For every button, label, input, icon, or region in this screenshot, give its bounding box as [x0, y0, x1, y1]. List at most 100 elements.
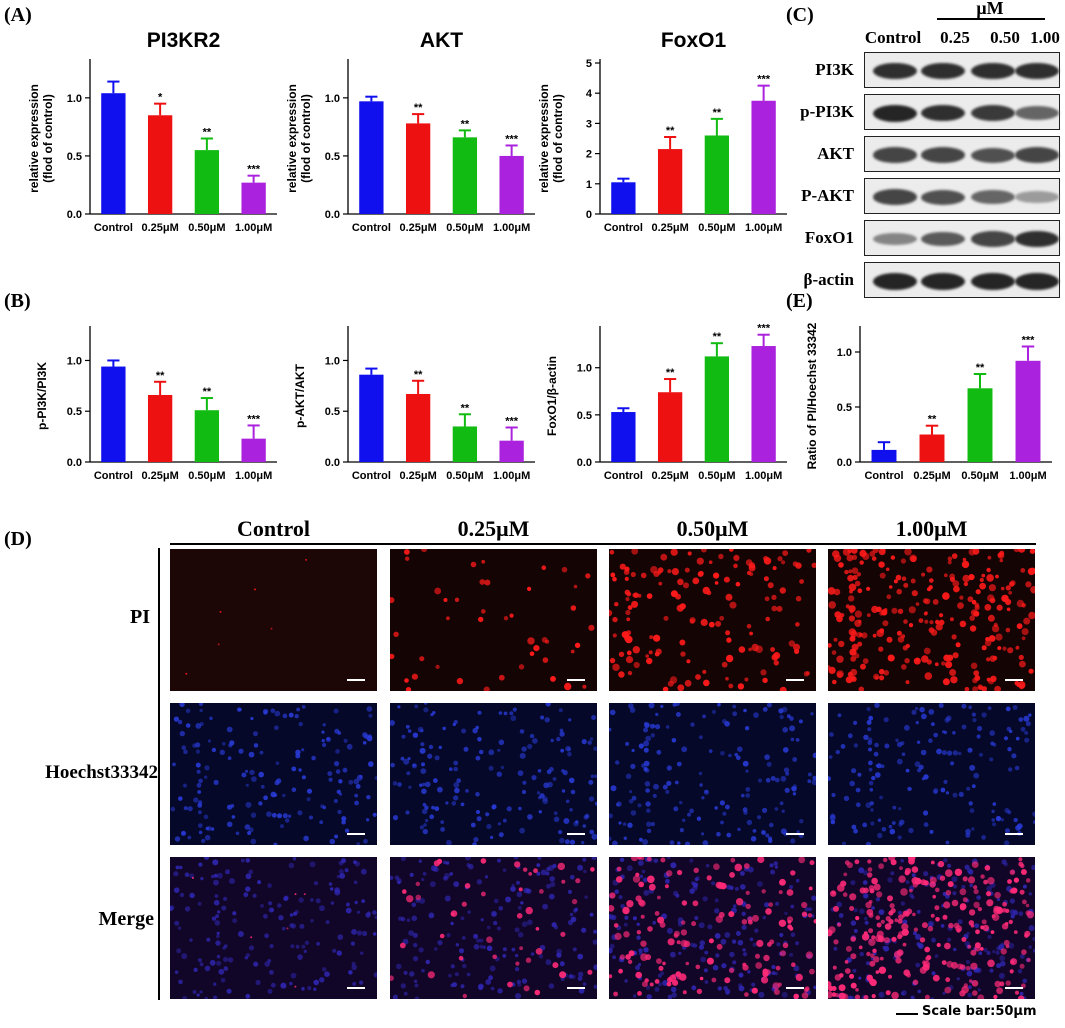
panel-label-d: (D): [4, 528, 32, 550]
nucleus-dot: [577, 976, 583, 981]
pi-dot: [618, 968, 623, 974]
nucleus-dot: [1028, 925, 1035, 932]
wb-band: [921, 231, 965, 247]
nucleus-dot: [453, 760, 459, 766]
nucleus-dot: [643, 747, 649, 753]
pi-dot: [718, 553, 724, 560]
nucleus-dot: [853, 929, 858, 933]
pi-dot: [624, 576, 629, 581]
nucleus-dot: [931, 937, 936, 943]
pi-dot: [756, 939, 764, 947]
pi-dot: [1025, 878, 1031, 883]
nucleus-dot: [519, 729, 525, 734]
nucleus-dot: [476, 879, 483, 885]
nucleus-dot: [941, 730, 946, 734]
nucleus-dot: [930, 997, 934, 999]
x-tick-label: 0.25μM: [651, 470, 688, 482]
nucleus-dot: [491, 805, 496, 810]
nucleus-dot: [715, 953, 720, 958]
nucleus-dot: [877, 818, 882, 822]
pi-dot: [761, 889, 766, 894]
pi-dot: [622, 906, 630, 915]
nucleus-dot: [475, 725, 479, 730]
nucleus-dot: [454, 787, 460, 794]
pi-dot: [801, 901, 808, 909]
nucleus-dot: [299, 923, 305, 929]
pi-dot: [973, 885, 978, 890]
pi-dot: [564, 682, 572, 691]
wb-band: [971, 190, 1015, 204]
nucleus-dot: [260, 904, 264, 908]
nucleus-dot: [484, 875, 489, 879]
pi-dot: [1022, 899, 1027, 905]
nucleus-dot: [652, 724, 656, 728]
pi-dot: [590, 867, 595, 872]
nucleus-dot: [828, 776, 831, 782]
pi-dot: [858, 686, 865, 691]
pi-dot: [965, 965, 971, 971]
nucleus-dot: [207, 739, 211, 743]
pi-dot: [972, 686, 978, 691]
nucleus-dot: [639, 874, 644, 879]
pi-dot: [771, 594, 777, 600]
nucleus-dot: [896, 758, 903, 765]
pi-dot: [788, 640, 795, 647]
pi-dot: [254, 588, 256, 591]
y-axis-label: Ratio of PI/Hoechst 33342: [805, 322, 819, 469]
nucleus-dot: [630, 763, 636, 769]
nucleus-dot: [204, 996, 208, 999]
pi-dot: [848, 569, 853, 574]
nucleus-dot: [336, 875, 340, 879]
nucleus-dot: [840, 744, 846, 749]
nucleus-dot: [518, 932, 524, 938]
nucleus-dot: [235, 831, 240, 836]
nucleus-dot: [899, 819, 905, 825]
nucleus-dot: [808, 907, 812, 912]
nucleus-dot: [505, 896, 512, 903]
pi-dot: [703, 679, 710, 687]
pi-dot: [984, 604, 992, 611]
pi-dot: [828, 991, 833, 999]
nucleus-dot: [339, 792, 343, 796]
nucleus-dot: [961, 884, 966, 889]
nucleus-dot: [269, 907, 275, 913]
pi-dot: [582, 684, 587, 689]
pi-dot: [1013, 877, 1019, 883]
nucleus-dot: [684, 841, 691, 845]
nucleus-dot: [757, 815, 761, 820]
pi-dot: [928, 627, 935, 633]
nucleus-dot: [633, 994, 637, 998]
chart-title: PI3KR2: [147, 29, 221, 52]
nucleus-dot: [362, 732, 368, 738]
nucleus-dot: [537, 769, 542, 773]
nucleus-dot: [400, 983, 406, 989]
nucleus-dot: [553, 816, 560, 823]
x-tick-label: 0.50μM: [446, 222, 483, 234]
pi-dot: [733, 563, 738, 569]
x-tick-label: 0.50μM: [961, 470, 998, 482]
nucleus-dot: [766, 761, 772, 767]
pi-dot: [1029, 549, 1035, 554]
pi-dot: [908, 606, 916, 614]
nucleus-dot: [525, 888, 530, 893]
nucleus-dot: [908, 827, 914, 834]
nucleus-dot: [614, 889, 619, 894]
nucleus-dot: [732, 704, 737, 709]
nucleus-dot: [790, 737, 795, 742]
pi-dot: [986, 899, 994, 907]
nucleus-dot: [548, 983, 555, 989]
nucleus-dot: [309, 861, 316, 868]
significance-mark: ***: [757, 74, 771, 86]
nucleus-dot: [947, 863, 952, 868]
pi-dot: [574, 642, 581, 648]
nucleus-dot: [553, 811, 558, 816]
nucleus-dot: [905, 880, 910, 884]
pi-dot: [676, 940, 681, 945]
nucleus-dot: [650, 733, 655, 738]
nucleus-dot: [199, 708, 203, 713]
pi-dot: [680, 929, 688, 936]
nucleus-dot: [354, 900, 358, 905]
x-tick-label: 1.00μM: [1009, 470, 1046, 482]
pi-dot: [850, 936, 856, 942]
nucleus-dot: [745, 787, 751, 792]
